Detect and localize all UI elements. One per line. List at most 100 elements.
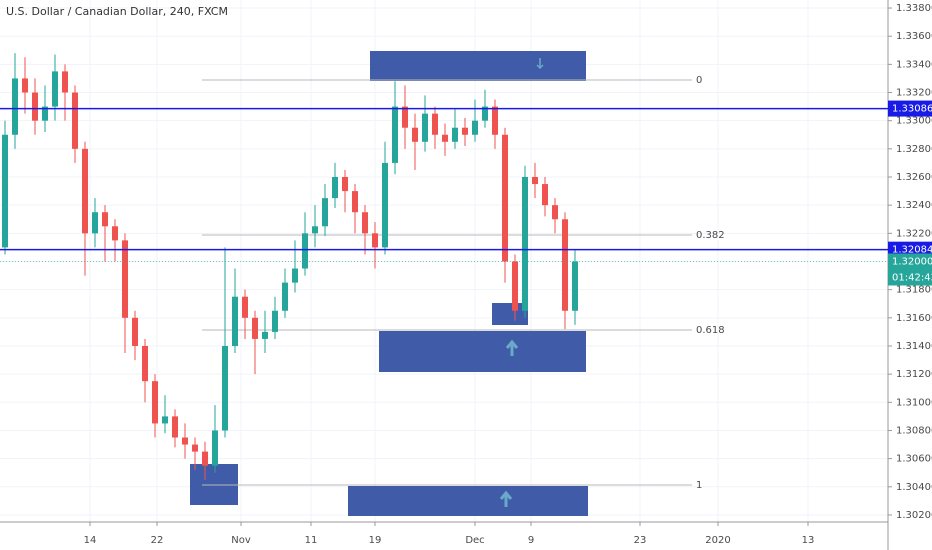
candle-body <box>502 134 508 262</box>
candle-body <box>462 127 468 135</box>
candle-body <box>342 177 348 192</box>
candle-body <box>112 226 118 241</box>
y-tick-label: 1.30800 <box>896 425 932 436</box>
arrow-up <box>505 339 519 356</box>
candle-body <box>452 127 458 142</box>
fib-label: 0.618 <box>696 325 725 336</box>
x-tick-label: 11 <box>305 535 318 546</box>
chart-title: U.S. Dollar / Canadian Dollar, 240, FXCM <box>6 5 228 18</box>
y-tick-label: 1.33600 <box>896 31 932 42</box>
x-tick-label: 13 <box>802 535 815 546</box>
candle-body <box>432 113 438 135</box>
candle-body <box>562 219 568 311</box>
y-tick-label: 1.31200 <box>896 369 932 380</box>
candle-body <box>182 437 188 445</box>
candles <box>2 53 578 480</box>
x-tick-label: Nov <box>231 535 251 546</box>
candle-body <box>132 317 138 346</box>
fib-label: 0.382 <box>696 230 725 241</box>
candle-body <box>372 233 378 248</box>
y-tick-label: 1.32600 <box>896 172 932 183</box>
candle-body <box>202 451 208 466</box>
y-tick-label: 1.33000 <box>896 116 932 127</box>
x-tick-label: 19 <box>369 535 382 546</box>
price-tag <box>888 100 932 117</box>
candle-body <box>352 191 358 213</box>
candle-body <box>472 120 478 135</box>
candle-body <box>412 127 418 142</box>
candle-body <box>212 430 218 466</box>
last-price-label: 1.32000 <box>892 256 932 267</box>
x-tick-label: 14 <box>84 535 97 546</box>
y-tick-label: 1.31400 <box>896 341 932 352</box>
x-tick-label: Dec <box>465 535 484 546</box>
zone <box>492 303 528 325</box>
price-tag-label: 1.33086 <box>892 104 932 115</box>
candle-body <box>242 296 248 318</box>
candle-body <box>532 177 538 185</box>
y-tick-label: 1.33800 <box>896 3 932 14</box>
zone <box>370 51 586 81</box>
candle-body <box>122 240 128 318</box>
candle-body <box>392 106 398 163</box>
candle-body <box>252 317 258 339</box>
arrow-up <box>499 490 513 507</box>
candle-body <box>152 381 158 424</box>
candle-body <box>572 261 578 311</box>
candle-body <box>82 148 88 234</box>
candle-body <box>32 92 38 121</box>
last-price-tag <box>888 253 932 286</box>
candle-body <box>222 345 228 431</box>
y-tick-label: 1.33200 <box>896 88 932 99</box>
candle-body <box>302 233 308 269</box>
candle-body <box>332 177 338 199</box>
y-tick-label: 1.33400 <box>896 59 932 70</box>
candle-body <box>102 212 108 227</box>
candle-body <box>482 106 488 121</box>
y-tick-label: 1.30400 <box>896 482 932 493</box>
countdown: 01:42:43 <box>892 272 932 283</box>
y-tick-label: 1.30600 <box>896 454 932 465</box>
candle-body <box>362 212 368 234</box>
candle-body <box>492 106 498 135</box>
candle-body <box>272 310 278 332</box>
candle-body <box>142 345 148 382</box>
candle-body <box>442 134 448 142</box>
candle-body <box>522 177 528 311</box>
candle-body <box>162 416 168 424</box>
candle-body <box>312 226 318 234</box>
y-tick-label: 1.32400 <box>896 200 932 211</box>
candle-body <box>42 106 48 121</box>
candle-body <box>552 205 558 220</box>
candle-body <box>172 416 178 438</box>
candle-body <box>232 296 238 346</box>
y-tick-label: 1.31800 <box>896 285 932 296</box>
candle-body <box>22 78 28 93</box>
arrow-down <box>536 58 544 70</box>
y-tick-label: 1.32200 <box>896 228 932 239</box>
candle-body <box>512 261 518 311</box>
candle-body <box>282 282 288 311</box>
y-tick-label: 1.30200 <box>896 510 932 521</box>
fib-label: 0 <box>696 75 702 86</box>
price-tag-label: 1.32084 <box>892 245 932 256</box>
candle-body <box>382 162 388 248</box>
x-tick-label: 9 <box>528 535 534 546</box>
candle-body <box>52 71 58 107</box>
zone <box>379 331 586 372</box>
zone <box>348 486 588 516</box>
x-tick-label: 23 <box>634 535 647 546</box>
candle-body <box>322 198 328 227</box>
candle-body <box>542 184 548 206</box>
fib-label: 1 <box>696 480 702 491</box>
candle-body <box>62 71 68 93</box>
candle-body <box>402 106 408 128</box>
y-tick-label: 1.32800 <box>896 144 932 155</box>
candle-body <box>12 78 18 135</box>
candle-body <box>2 134 8 248</box>
candle-body <box>72 92 78 149</box>
x-tick-label: 2020 <box>705 535 730 546</box>
candle-body <box>292 268 298 283</box>
